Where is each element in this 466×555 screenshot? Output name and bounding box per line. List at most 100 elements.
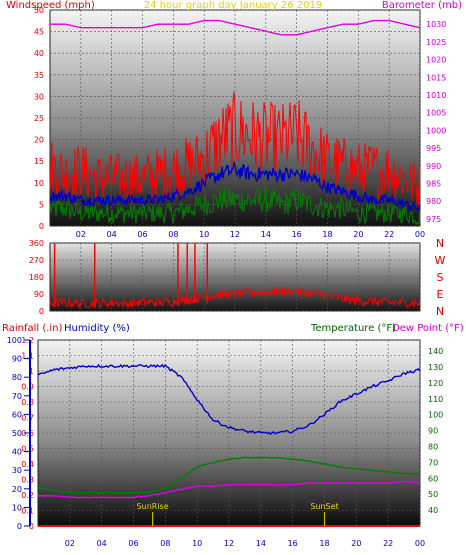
panel1-x-tick-label: 04 [107,230,117,239]
panel1-right-tick-label: 1020 [426,56,446,65]
sunrise-label: SunRise [137,502,169,511]
panel3-rain-tick-label: 0 [29,522,34,531]
panel3-temperature-axis-title: Temperature (°F) [310,323,396,334]
panel3-x-tick-label: 00 [415,539,425,548]
panel1-right-tick-label: 985 [426,180,441,189]
wind-direction-series [49,286,421,310]
panel1-x-tick-label: 16 [292,230,302,239]
panel3-x-tick-label: 02 [65,539,75,548]
panel1-x-tick-label: 02 [76,230,86,239]
panel3-temperature-tick-label: 110 [428,395,443,404]
panel1-x-tick-label: 22 [384,230,394,239]
panel1-left-tick-label: 45 [34,28,44,37]
gust-wind-series [49,91,421,209]
panel1-left-tick-label: 15 [34,157,44,166]
panel1-left-axis-title: Windspeed (mph) [6,0,95,11]
panel3-x-tick-label: 20 [351,539,361,548]
panel3-humidity-tick-label: 10 [12,503,22,512]
panel1-right-tick-label: 1030 [426,20,446,29]
dewpoint-series [37,480,421,499]
panel3-dewpoint-axis-title: Dew Point (°F) [392,323,464,334]
compass-label: W [435,254,446,267]
panel1-title: 24 hour graph day January 26 2019 [144,0,322,11]
panel3-rain-tick-label: 1 [29,367,34,376]
panel3-rain-tick-label: 0.3 [21,476,34,485]
temperature-series [37,456,421,494]
panel1-right-tick-label: 1015 [426,73,446,82]
panel3-rain-tick-label: 1.1 [21,352,34,361]
compass-label: N [436,305,444,318]
panel3-x-tick-label: 16 [288,539,298,548]
panel1-right-axis-title: Barometer (mb) [382,0,462,11]
panel1-right-tick-label: 975 [426,215,441,224]
panel1-right-tick-label: 995 [426,144,441,153]
panel1-left-tick-label: 10 [34,179,44,188]
panel1-left-tick-label: 50 [34,6,44,15]
panel3-temperature-tick-label: 40 [428,506,438,515]
panel3-x-tick-label: 22 [383,539,393,548]
panel3-rain-tick-label: 0.8 [21,398,34,407]
panel3-humidity-tick-label: 20 [12,485,22,494]
panel3-rain-tick-label: 0.5 [21,445,34,454]
panel3-temperature-tick-label: 120 [428,379,443,388]
panel1-left-tick-label: 20 [34,136,44,145]
panel3-rain-tick-label: 0.1 [21,507,34,516]
panel1-right-tick-label: 1005 [426,109,446,118]
panel3-humidity-tick-label: 90 [12,355,22,364]
panel3-temperature-tick-label: 80 [428,443,438,452]
average-wind-series [49,160,421,213]
panel1-right-tick-label: 1000 [426,126,446,135]
panel1-left-tick-label: 25 [34,114,44,123]
panel3-humidity-tick-label: 30 [12,466,22,475]
panel2-left-tick-label: 0 [39,307,44,316]
panel3-humidity-axis-title: Humidity (%) [64,323,130,334]
panel1-x-tick-label: 10 [199,230,209,239]
panel3-temperature-tick-label: 100 [428,411,443,420]
panel2-left-tick-label: 180 [29,273,44,282]
panel3-humidity-tick-label: 70 [12,392,22,401]
panel1-left-tick-label: 40 [34,49,44,58]
panel1-x-tick-label: 18 [322,230,332,239]
panel1-x-tick-label: 20 [353,230,363,239]
panel3-temperature-tick-label: 50 [428,490,438,499]
panel3-x-tick-label: 06 [128,539,138,548]
panel3-rain-axis-title: Rainfall (.in) [2,323,63,334]
panel2-left-tick-label: 360 [29,239,44,248]
barometer-series [50,19,421,36]
panel3-humidity-tick-label: 0 [17,522,22,531]
panel1-left-tick-label: 5 [39,200,44,209]
panel1-x-tick-label: 12 [230,230,240,239]
panel3-temperature-tick-label: 140 [428,347,443,356]
panel3-x-tick-label: 14 [256,539,266,548]
panel1-right-tick-label: 980 [426,197,441,206]
panel3-humidity-tick-label: 40 [12,448,22,457]
panel3-temperature-tick-label: 70 [428,458,438,467]
panel1-right-tick-label: 1010 [426,91,446,100]
panel3-rain-tick-label: 0.4 [21,460,34,469]
panel1-x-tick-label: 00 [415,230,425,239]
sunset-label: SunSet [310,502,338,511]
compass-label: N [436,237,444,250]
panel1-left-tick-label: 35 [34,71,44,80]
panel1-x-tick-label: 14 [261,230,271,239]
panel3-x-tick-label: 08 [160,539,170,548]
panel1-x-tick-label: 06 [137,230,147,239]
panel3-x-tick-label: 04 [97,539,107,548]
panel3-humidity-tick-label: 50 [12,429,22,438]
panel3-temperature-tick-label: 60 [428,474,438,483]
panel3-rain-tick-label: 0.9 [21,383,34,392]
panel1-left-tick-label: 30 [34,92,44,101]
compass-label: S [437,271,444,284]
panel1-right-tick-label: 1025 [426,38,446,47]
panel3-temperature-tick-label: 130 [428,363,443,372]
panel2-left-tick-label: 90 [34,290,44,299]
panel1-right-tick-label: 990 [426,162,441,171]
humidity-series [37,363,421,436]
panel2-left-tick-label: 270 [29,256,44,265]
compass-label: E [437,288,444,301]
panel3-temperature-tick-label: 90 [428,427,438,436]
panel3-humidity-tick-label: 80 [12,373,22,382]
panel3-x-tick-label: 18 [319,539,329,548]
panel3-humidity-tick-label: 60 [12,410,22,419]
